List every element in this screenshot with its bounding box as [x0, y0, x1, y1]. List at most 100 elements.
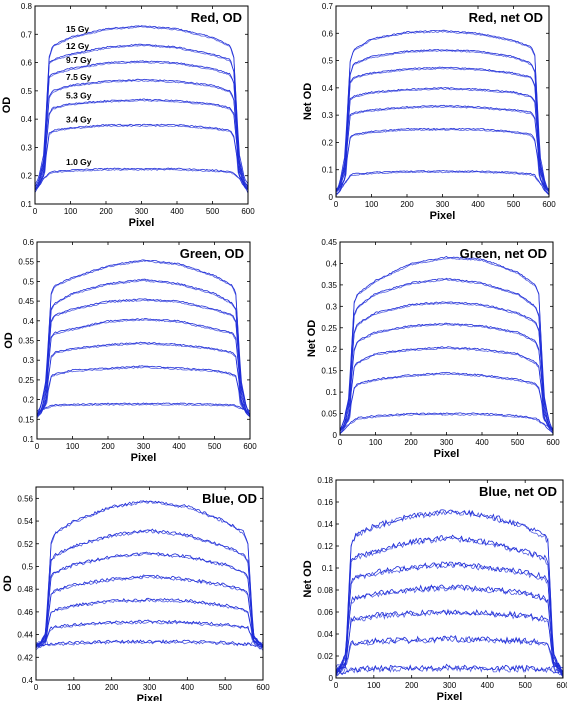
series-line: [340, 277, 553, 431]
series-line: [336, 610, 563, 673]
y-tick-label: 0.54: [17, 517, 33, 526]
series-line: [336, 562, 563, 675]
x-tick-label: 400: [471, 200, 485, 209]
chart-panel-4: 0 100 200 300 400 500 600 0 0.05 0.1 0.15 0.2 0.25 0.…: [306, 238, 560, 460]
x-tick-label: 500: [511, 438, 525, 447]
axes-frame: [339, 241, 554, 436]
y-tick-label: 0.8: [21, 2, 33, 11]
series-line: [35, 61, 248, 189]
x-tick-label: 100: [365, 200, 379, 209]
series-line: [336, 585, 563, 674]
x-tick-label: 500: [208, 442, 222, 451]
series-line: [336, 584, 563, 674]
series-line: [35, 98, 248, 191]
y-tick-label: 0.45: [321, 238, 337, 247]
x-tick-label: 400: [172, 442, 186, 451]
x-tick-label: 500: [518, 681, 532, 690]
series-line: [36, 552, 263, 649]
y-tick-label: 0.44: [17, 631, 33, 640]
y-tick-label: 0.2: [322, 138, 334, 147]
y-tick-label: 0.1: [21, 200, 33, 209]
plot-lines: [336, 509, 563, 678]
chart-panel-6: 0 100 200 300 400 500 600 0 0.02 0.04 0.06 0.08 0.1 0…: [302, 476, 567, 701]
y-tick-label: 0.45: [18, 297, 34, 306]
series-line: [336, 509, 563, 678]
series-line: [336, 128, 549, 189]
x-tick-label: 600: [546, 438, 560, 447]
y-tick-label: 0.04: [317, 630, 333, 639]
x-tick-label: 200: [404, 438, 418, 447]
series-line: [36, 597, 263, 648]
series-line: [35, 26, 248, 191]
x-tick-label: 100: [369, 438, 383, 447]
y-tick-label: 0.7: [21, 30, 33, 39]
plot-lines: [340, 256, 553, 435]
x-tick-label: 400: [170, 207, 184, 216]
x-tick-label: 0: [35, 442, 40, 451]
series-line: [35, 60, 248, 187]
series-line: [340, 412, 553, 434]
y-axis-label: OD: [3, 332, 15, 349]
series-line: [36, 639, 263, 647]
y-tick-label: 0.02: [317, 652, 333, 661]
series-line: [36, 598, 263, 646]
y-axis-label: OD: [1, 97, 13, 114]
x-tick-label: 0: [34, 683, 39, 692]
x-tick-label: 600: [556, 681, 567, 690]
series-line: [37, 341, 250, 416]
y-tick-label: 0.1: [322, 564, 334, 573]
y-tick-label: 0.1: [322, 166, 334, 175]
y-axis-label: Net OD: [302, 83, 314, 120]
x-tick-label: 400: [481, 681, 495, 690]
x-tick-label: 400: [181, 683, 195, 692]
chart-panel-2: 0 100 200 300 400 500 600 0 0.1 0.2 0.3 0.4 0.5 0.6 0.…: [302, 2, 556, 222]
y-tick-label: 0.25: [18, 376, 34, 385]
y-tick-label: 0.5: [23, 277, 35, 286]
x-tick-label: 200: [405, 681, 419, 690]
series-line: [340, 278, 553, 434]
y-axis-label: Net OD: [302, 560, 314, 597]
y-tick-label: 0.56: [17, 494, 33, 503]
y-tick-label: 0: [333, 431, 338, 440]
series-line: [37, 317, 250, 416]
axes-frame: [35, 486, 264, 681]
y-tick-label: 0.25: [321, 324, 337, 333]
chart-title: Blue, OD: [202, 491, 257, 506]
x-axis-label: Pixel: [434, 448, 460, 460]
series-line: [36, 574, 263, 647]
series-line: [37, 319, 250, 417]
dose-label: 7.5 Gy: [66, 72, 92, 82]
x-tick-label: 500: [206, 207, 220, 216]
x-tick-label: 100: [67, 683, 81, 692]
x-tick-label: 300: [137, 442, 151, 451]
series-line: [336, 127, 549, 193]
y-tick-label: 0.6: [23, 238, 35, 247]
dose-label: 9.7 Gy: [66, 55, 92, 65]
plot-lines: [35, 25, 248, 194]
y-tick-label: 0.5: [322, 57, 334, 66]
y-tick-label: 0.2: [21, 172, 33, 181]
x-tick-label: 0: [334, 681, 339, 690]
series-line: [35, 167, 248, 194]
y-tick-label: 0.2: [326, 345, 338, 354]
y-tick-label: 0.12: [317, 542, 333, 551]
y-tick-label: 0.3: [322, 111, 334, 120]
y-tick-label: 0.05: [321, 410, 337, 419]
plot-lines: [37, 259, 250, 419]
series-line: [340, 256, 553, 431]
chart-title: Green, OD: [180, 246, 244, 261]
series-line: [35, 79, 248, 189]
y-tick-label: 0.6: [322, 29, 334, 38]
series-line: [35, 44, 248, 191]
x-tick-label: 100: [367, 681, 381, 690]
x-tick-label: 0: [338, 438, 343, 447]
series-line: [336, 88, 549, 193]
y-tick-label: 0.5: [22, 562, 34, 571]
series-line: [336, 536, 563, 677]
series-line: [336, 636, 563, 671]
series-line: [340, 373, 553, 429]
y-tick-label: 0.46: [17, 608, 33, 617]
y-tick-label: 0.4: [322, 84, 334, 93]
series-line: [37, 299, 250, 418]
